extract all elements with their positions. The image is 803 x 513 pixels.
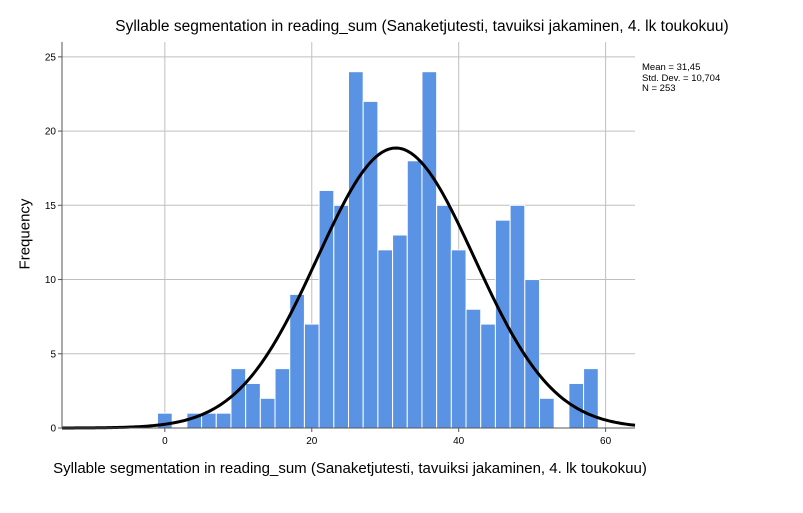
histogram-bar	[362, 100, 379, 429]
y-tick-label: 20	[45, 127, 57, 138]
axis-layer	[58, 42, 635, 432]
histogram-bar	[465, 308, 482, 429]
chart-title: Syllable segmentation in reading_sum (Sa…	[115, 18, 729, 35]
stats-mean: Mean = 31,45	[642, 62, 701, 73]
histogram-bar	[377, 249, 394, 429]
histogram-bar	[392, 234, 408, 429]
histogram-bar	[215, 412, 232, 429]
histogram-bar	[333, 204, 349, 429]
x-tick-label: 60	[600, 436, 612, 447]
histogram-bar	[436, 204, 452, 429]
stats-std-dev: Std. Dev. = 10,704	[642, 72, 721, 84]
tick-label-layer: 0 20 40 60 0 5 10 15 20 25	[45, 52, 612, 447]
normal-curve	[61, 146, 636, 430]
histogram-bar	[348, 71, 364, 429]
x-axis-label: Syllable segmentation in reading_sum (Sa…	[53, 460, 647, 477]
histogram-bar	[539, 397, 555, 429]
x-tick-label: 20	[306, 436, 318, 447]
stats-n: N = 253	[642, 83, 676, 94]
x-tick-label: 0	[162, 436, 168, 447]
histogram-bar	[259, 397, 276, 429]
bar-layer	[157, 71, 599, 429]
histogram-bar	[509, 204, 526, 429]
histogram-bar	[406, 160, 423, 429]
histogram-bar	[421, 71, 438, 429]
histogram-bar	[583, 368, 599, 429]
histogram-bar	[480, 323, 496, 429]
histogram-bar	[230, 368, 247, 429]
stats-box: Mean = 31,45 Std. Dev. = 10,704 N = 253	[642, 62, 721, 95]
histogram-bar	[245, 382, 261, 429]
y-tick-label: 0	[50, 424, 56, 435]
y-tick-label: 15	[45, 201, 57, 212]
histogram-bar	[450, 249, 467, 429]
histogram-bar	[524, 279, 540, 429]
y-tick-label: 25	[45, 52, 57, 63]
histogram-bar	[303, 323, 320, 429]
histogram-bar	[274, 368, 291, 429]
y-tick-label: 10	[45, 275, 57, 286]
x-tick-label: 40	[453, 436, 465, 447]
y-tick-label: 5	[50, 349, 56, 360]
